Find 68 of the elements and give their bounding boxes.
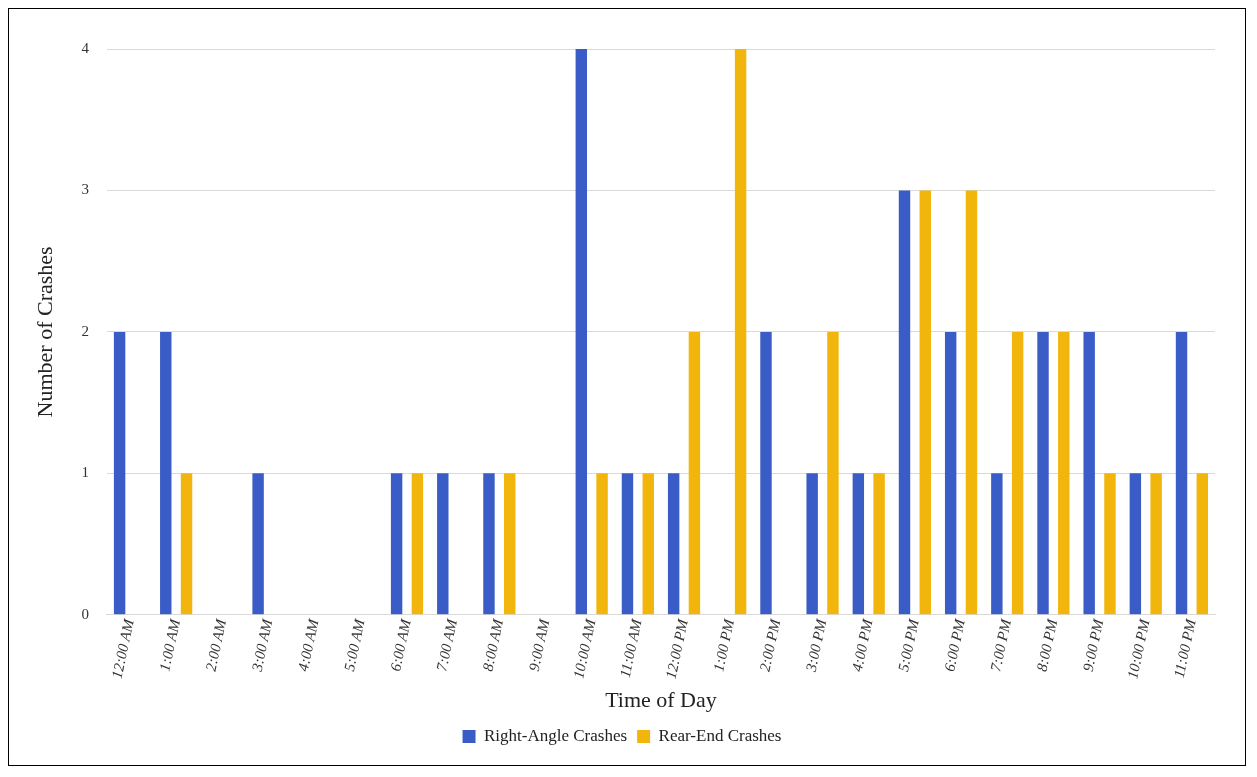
bar	[160, 331, 172, 615]
y-axis-title: Number of Crashes	[31, 246, 57, 418]
bar	[1175, 331, 1188, 615]
bar	[667, 473, 680, 615]
x-tick-label: 11:00 PM	[1170, 616, 1200, 680]
x-tick-label: 3:00 AM	[248, 616, 276, 674]
x-tick-label: 9:00 PM	[1079, 616, 1107, 673]
bar	[575, 49, 588, 615]
bar	[1083, 331, 1095, 615]
bar	[827, 331, 839, 615]
x-tick-label: 4:00 AM	[294, 616, 322, 673]
bar	[252, 473, 264, 615]
bar	[919, 190, 931, 615]
legend-label: Right-Angle Crashes	[484, 725, 628, 745]
bar	[991, 473, 1003, 615]
bar	[596, 473, 608, 615]
x-tick-label: 9:00 AM	[525, 616, 553, 673]
bar	[944, 331, 957, 615]
x-tick-label: 3:00 PM	[802, 616, 830, 674]
bar	[113, 331, 126, 615]
x-tick-label: 12:00 PM	[662, 616, 692, 681]
bar	[411, 473, 424, 615]
x-tick-label: 6:00 PM	[941, 616, 969, 673]
x-tick-label: 10:00 PM	[1124, 616, 1153, 681]
bar	[898, 190, 911, 615]
x-tick-label: 1:00 PM	[710, 616, 738, 673]
x-tick-label: 2:00 AM	[202, 616, 230, 673]
x-tick-label: 5:00 AM	[341, 616, 368, 673]
x-tick-label: 8:00 AM	[479, 616, 507, 673]
y-tick-label: 0	[81, 605, 89, 622]
x-tick-label: 10:00 AM	[570, 616, 599, 680]
bar	[1058, 331, 1070, 615]
bar	[1037, 331, 1049, 615]
x-tick-label: 5:00 PM	[895, 616, 922, 673]
x-tick-label: 6:00 AM	[387, 616, 415, 673]
legend-label: Rear-End Crashes	[658, 725, 782, 745]
x-tick-label: 2:00 PM	[756, 616, 784, 673]
bar	[760, 331, 772, 615]
y-tick-label: 3	[81, 181, 89, 198]
bar	[1011, 331, 1024, 615]
bar	[806, 473, 818, 615]
bar	[965, 190, 978, 615]
bar	[483, 473, 495, 615]
bar	[180, 473, 193, 615]
bar	[437, 473, 449, 615]
x-tick-label: 7:00 PM	[987, 616, 1015, 673]
bar	[1150, 473, 1162, 615]
bar	[852, 473, 865, 615]
x-axis-title: Time of Day	[605, 686, 717, 712]
x-tick-label: 4:00 PM	[848, 616, 876, 673]
x-tick-label: 8:00 PM	[1033, 616, 1061, 673]
x-tick-label: 7:00 AM	[433, 616, 461, 673]
bar	[621, 473, 634, 615]
bar	[1196, 473, 1209, 615]
bar	[873, 473, 885, 615]
y-tick-label: 4	[81, 39, 90, 56]
bar	[1104, 473, 1116, 615]
bar	[688, 331, 701, 615]
bar	[504, 473, 516, 615]
bar	[642, 473, 654, 615]
y-tick-label: 2	[81, 322, 89, 339]
bar	[734, 49, 747, 615]
bar	[390, 473, 403, 615]
y-tick-label: 1	[81, 464, 89, 481]
x-tick-label: 11:00 AM	[616, 616, 645, 679]
x-tick-label: 12:00 AM	[108, 616, 138, 680]
x-tick-label: 1:00 AM	[156, 616, 184, 673]
bar	[1129, 473, 1142, 615]
